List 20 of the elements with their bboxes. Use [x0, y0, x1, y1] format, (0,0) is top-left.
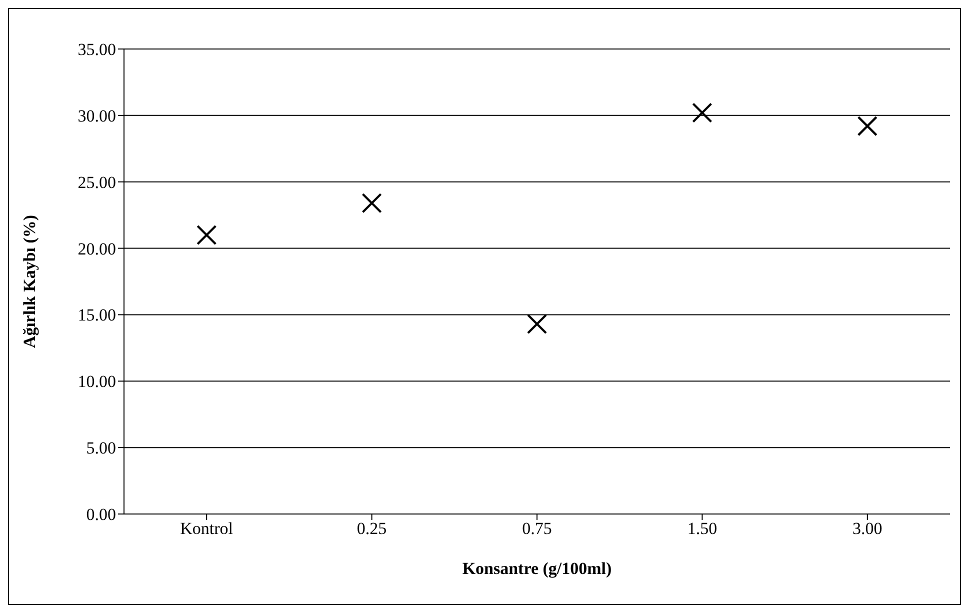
point: [526, 314, 548, 334]
x-tick-label: 1.50: [687, 519, 718, 538]
y-tick-label: 5.00: [86, 438, 116, 458]
point: [362, 193, 382, 214]
y-tick-label: 30.00: [78, 106, 116, 126]
point: [857, 116, 878, 136]
y-tick-label: 25.00: [78, 172, 116, 192]
x-tick-label: Kontrol: [180, 519, 234, 538]
y-tick-label: 0.00: [86, 505, 116, 524]
point: [196, 224, 217, 246]
x-tick-label: 0.25: [356, 519, 387, 538]
y-tick-label: 20.00: [78, 239, 116, 258]
y-tick-label: 35.00: [78, 40, 116, 60]
x-axis-title: Konsantre (g/100ml): [462, 559, 612, 578]
x-tick-label: 3.00: [852, 519, 882, 538]
y-tick-label: 15.00: [78, 306, 116, 325]
y-axis-title: Ağırlık Kaybı (%): [20, 214, 40, 348]
point: [692, 102, 712, 123]
x-tick-label: 0.75: [522, 519, 552, 538]
y-tick-label: 10.00: [78, 372, 116, 392]
